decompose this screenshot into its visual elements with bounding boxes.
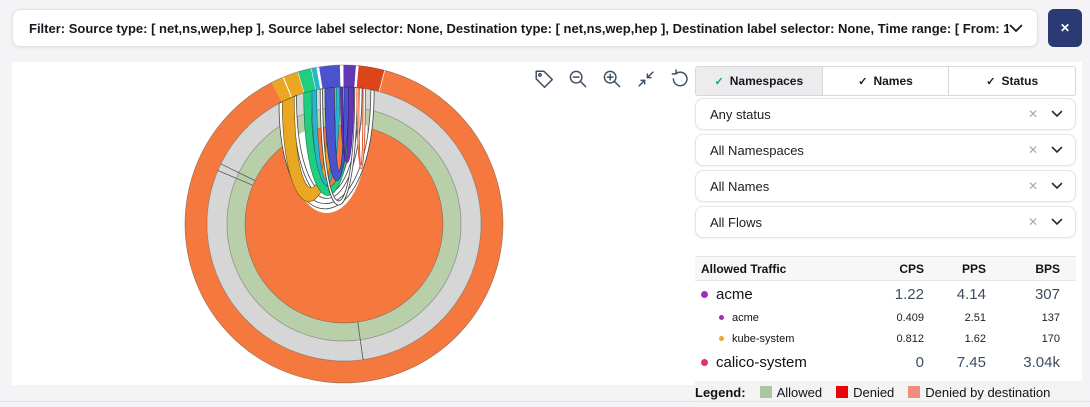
legend-label: Allowed: [776, 384, 823, 400]
pps-value: 4.14: [956, 285, 986, 303]
cps-value: 0.812: [896, 332, 924, 345]
check-icon: ✓: [858, 75, 868, 88]
namespace-name: calico-system: [716, 353, 807, 371]
tab-status[interactable]: ✓ Status: [949, 67, 1075, 95]
cps-value: 0.409: [896, 311, 924, 324]
cps-value: 1.22: [894, 285, 924, 303]
tag-icon[interactable]: [530, 65, 557, 92]
pps-value: 7.45: [956, 353, 986, 371]
namespace-dot: [719, 336, 724, 341]
clear-icon[interactable]: ✕: [1027, 179, 1038, 193]
chevron-down-icon[interactable]: [1009, 24, 1023, 33]
filter-tabs: ✓ Namespaces ✓ Names ✓ Status: [695, 66, 1076, 96]
bottom-divider: [0, 401, 1090, 402]
chart-toolbar: [530, 65, 693, 92]
legend-label: Denied: [853, 384, 895, 400]
chevron-down-icon[interactable]: [1051, 218, 1063, 226]
legend-label: Denied by destination: [925, 384, 1051, 400]
table-row[interactable]: acme 0.409 2.51 137: [695, 307, 1076, 328]
allowed-traffic-table: Allowed Traffic CPS PPS BPS acme 1.22 4.…: [695, 256, 1076, 375]
table-row[interactable]: acme 1.22 4.14 307: [695, 281, 1076, 307]
denied-by-destination-swatch: [908, 386, 921, 398]
legend-item-allowed: Allowed: [759, 384, 823, 400]
clear-icon[interactable]: ✕: [1027, 215, 1038, 229]
pps-value: 2.51: [964, 311, 986, 324]
check-icon: ✓: [986, 75, 996, 88]
filter-summary-text: Filter: Source type: [ net,ns,wep,hep ],…: [29, 20, 1009, 36]
chevron-down-icon[interactable]: [1051, 110, 1063, 118]
clear-icon[interactable]: ✕: [1027, 143, 1038, 157]
zoom-in-icon[interactable]: [598, 65, 625, 92]
clear-filter-button[interactable]: ✕: [1048, 9, 1082, 47]
selected-value: All Names: [710, 178, 770, 194]
cps-value: 0: [915, 353, 924, 371]
pps-value: 1.62: [964, 332, 986, 345]
allowed-swatch: [759, 386, 772, 398]
namespace-name: acme: [732, 311, 759, 324]
flow-filter-sidebar: ✓ Namespaces ✓ Names ✓ Status Any status…: [695, 62, 1076, 385]
collapse-icon[interactable]: [632, 65, 659, 92]
tab-label: Namespaces: [729, 74, 804, 88]
zoom-out-icon[interactable]: [564, 65, 591, 92]
legend-item-denied-by-destination: Denied by destination: [908, 385, 1050, 400]
names-select[interactable]: All Names ✕: [695, 170, 1076, 202]
tab-names[interactable]: ✓ Names: [823, 67, 950, 95]
table-row[interactable]: kube-system 0.812 1.62 170: [695, 328, 1076, 349]
legend-title: Legend:: [695, 384, 746, 400]
clear-icon[interactable]: ✕: [1027, 107, 1038, 121]
chart-legend: Legend: Allowed Denied Denied by destina…: [695, 381, 1082, 403]
bps-value: 170: [1041, 332, 1060, 345]
chevron-down-icon[interactable]: [1051, 146, 1063, 154]
bps-value: 3.04k: [1023, 353, 1060, 371]
flows-select[interactable]: All Flows ✕: [695, 206, 1076, 238]
bps-value: 137: [1041, 311, 1060, 324]
reset-view-icon[interactable]: [666, 65, 693, 92]
selected-value: Any status: [710, 106, 771, 122]
namespace-dot: [701, 290, 708, 298]
table-row[interactable]: calico-system 0 7.45 3.04k: [695, 349, 1076, 375]
namespace-name: acme: [716, 285, 753, 303]
check-icon: ✓: [714, 75, 724, 88]
flow-visualizer-panel: ✓ Namespaces ✓ Names ✓ Status Any status…: [12, 62, 1082, 385]
tab-namespaces[interactable]: ✓ Namespaces: [696, 67, 823, 95]
chevron-down-icon[interactable]: [1051, 182, 1063, 190]
selected-value: All Flows: [710, 214, 763, 230]
col-cps: CPS: [899, 261, 924, 276]
close-icon: ✕: [1059, 21, 1071, 35]
table-title: Allowed Traffic: [701, 261, 787, 276]
namespace-dot: [701, 358, 708, 366]
table-header: Allowed Traffic CPS PPS BPS: [695, 256, 1076, 281]
namespace-dot: [719, 315, 724, 320]
status-select[interactable]: Any status ✕: [695, 98, 1076, 130]
denied-swatch: [836, 386, 849, 398]
namespace-name: kube-system: [732, 332, 795, 345]
flow-chord-chart[interactable]: [12, 62, 684, 385]
namespaces-select[interactable]: All Namespaces ✕: [695, 134, 1076, 166]
col-pps: PPS: [961, 261, 986, 276]
legend-item-denied: Denied: [836, 385, 894, 400]
selected-value: All Namespaces: [710, 142, 804, 158]
tab-label: Names: [873, 74, 913, 88]
bps-value: 307: [1034, 285, 1060, 303]
tab-label: Status: [1001, 74, 1039, 88]
col-bps: BPS: [1035, 261, 1060, 276]
flow-filter-bar[interactable]: Filter: Source type: [ net,ns,wep,hep ],…: [12, 9, 1038, 47]
